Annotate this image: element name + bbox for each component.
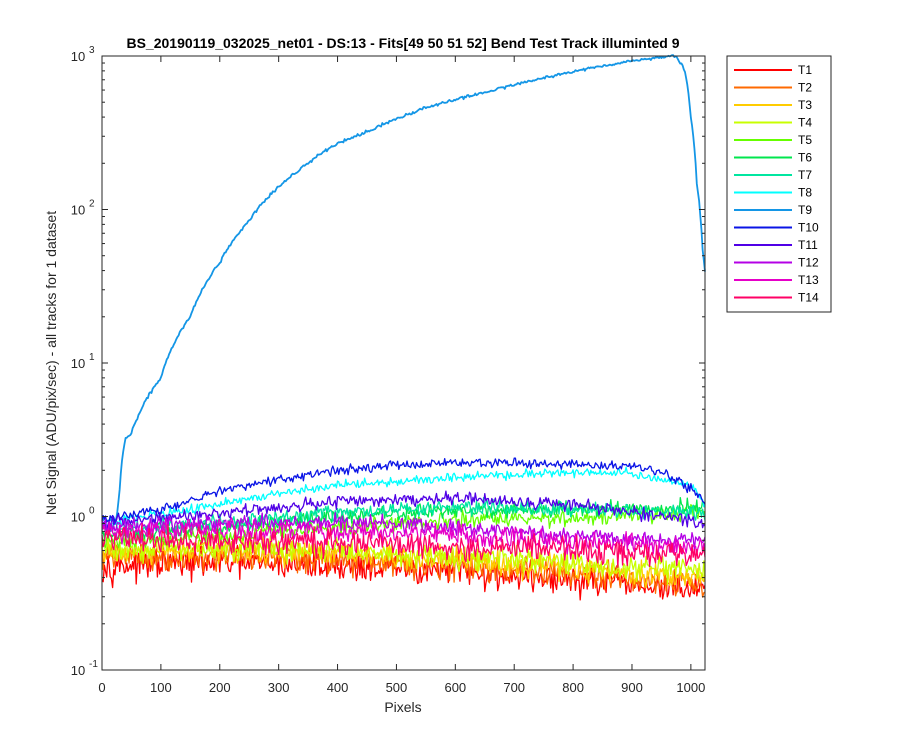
- series-line-t9: [101, 54, 706, 522]
- x-tick-label: 200: [209, 680, 231, 695]
- y-axis-label: Net Signal (ADU/pix/sec) - all tracks fo…: [43, 211, 59, 515]
- y-tick-label: 10: [71, 203, 85, 218]
- series-line-t8: [101, 466, 706, 527]
- y-tick-label: 10: [71, 510, 85, 525]
- x-tick-label: 400: [327, 680, 349, 695]
- chart-title: BS_20190119_032025_net01 - DS:13 - Fits[…: [126, 35, 679, 51]
- legend-label-t7: T7: [798, 168, 812, 182]
- series-line-t6: [101, 496, 706, 541]
- x-tick-label: 0: [98, 680, 105, 695]
- legend-label-t2: T2: [798, 81, 812, 95]
- x-tick-label: 700: [503, 680, 525, 695]
- legend: T1 T2 T3 T4 T5 T6 T7 T8 T9 T10 T11 T12 T13 T14: [726, 55, 832, 313]
- x-axis-label: Pixels: [384, 699, 421, 715]
- series-line-t10: [101, 457, 706, 525]
- legend-label-t6: T6: [798, 151, 812, 165]
- legend-label-t10: T10: [798, 221, 819, 235]
- y-tick-exponent: 2: [89, 199, 95, 210]
- legend-label-t14: T14: [798, 291, 819, 305]
- y-axis: 10 -1 10 0 10 1 10 2 10 3: [71, 45, 705, 678]
- y-tick-label: 10: [71, 356, 85, 371]
- legend-label-t4: T4: [798, 116, 812, 130]
- plot-lines: [101, 54, 706, 601]
- legend-label-t5: T5: [798, 133, 812, 147]
- x-tick-label: 600: [444, 680, 466, 695]
- x-tick-label: 800: [562, 680, 584, 695]
- legend-label-t3: T3: [798, 98, 812, 112]
- y-tick-exponent: -1: [89, 659, 98, 670]
- x-tick-label: 500: [386, 680, 408, 695]
- y-tick-exponent: 3: [89, 45, 95, 56]
- legend-label-t9: T9: [798, 203, 812, 217]
- x-tick-label: 900: [621, 680, 643, 695]
- x-tick-label: 1000: [676, 680, 705, 695]
- legend-box: [726, 55, 832, 313]
- legend-label-t8: T8: [798, 186, 812, 200]
- series-line-t12: [101, 511, 706, 551]
- legend-label-t12: T12: [798, 256, 819, 270]
- y-tick-exponent: 0: [89, 506, 95, 517]
- series-line-t11: [101, 490, 706, 531]
- x-tick-label: 300: [268, 680, 290, 695]
- y-tick-label: 10: [71, 663, 85, 678]
- y-tick-exponent: 1: [89, 352, 95, 363]
- legend-label-t1: T1: [798, 63, 812, 77]
- series-line-t4: [101, 531, 706, 585]
- y-tick-label: 10: [71, 49, 85, 64]
- legend-label-t13: T13: [798, 273, 819, 287]
- x-axis: 0 100 200 300 400 500 600 700 800 900 1000: [98, 56, 705, 695]
- series-line-t14: [101, 522, 706, 569]
- legend-label-t11: T11: [798, 238, 818, 252]
- x-tick-label: 100: [150, 680, 172, 695]
